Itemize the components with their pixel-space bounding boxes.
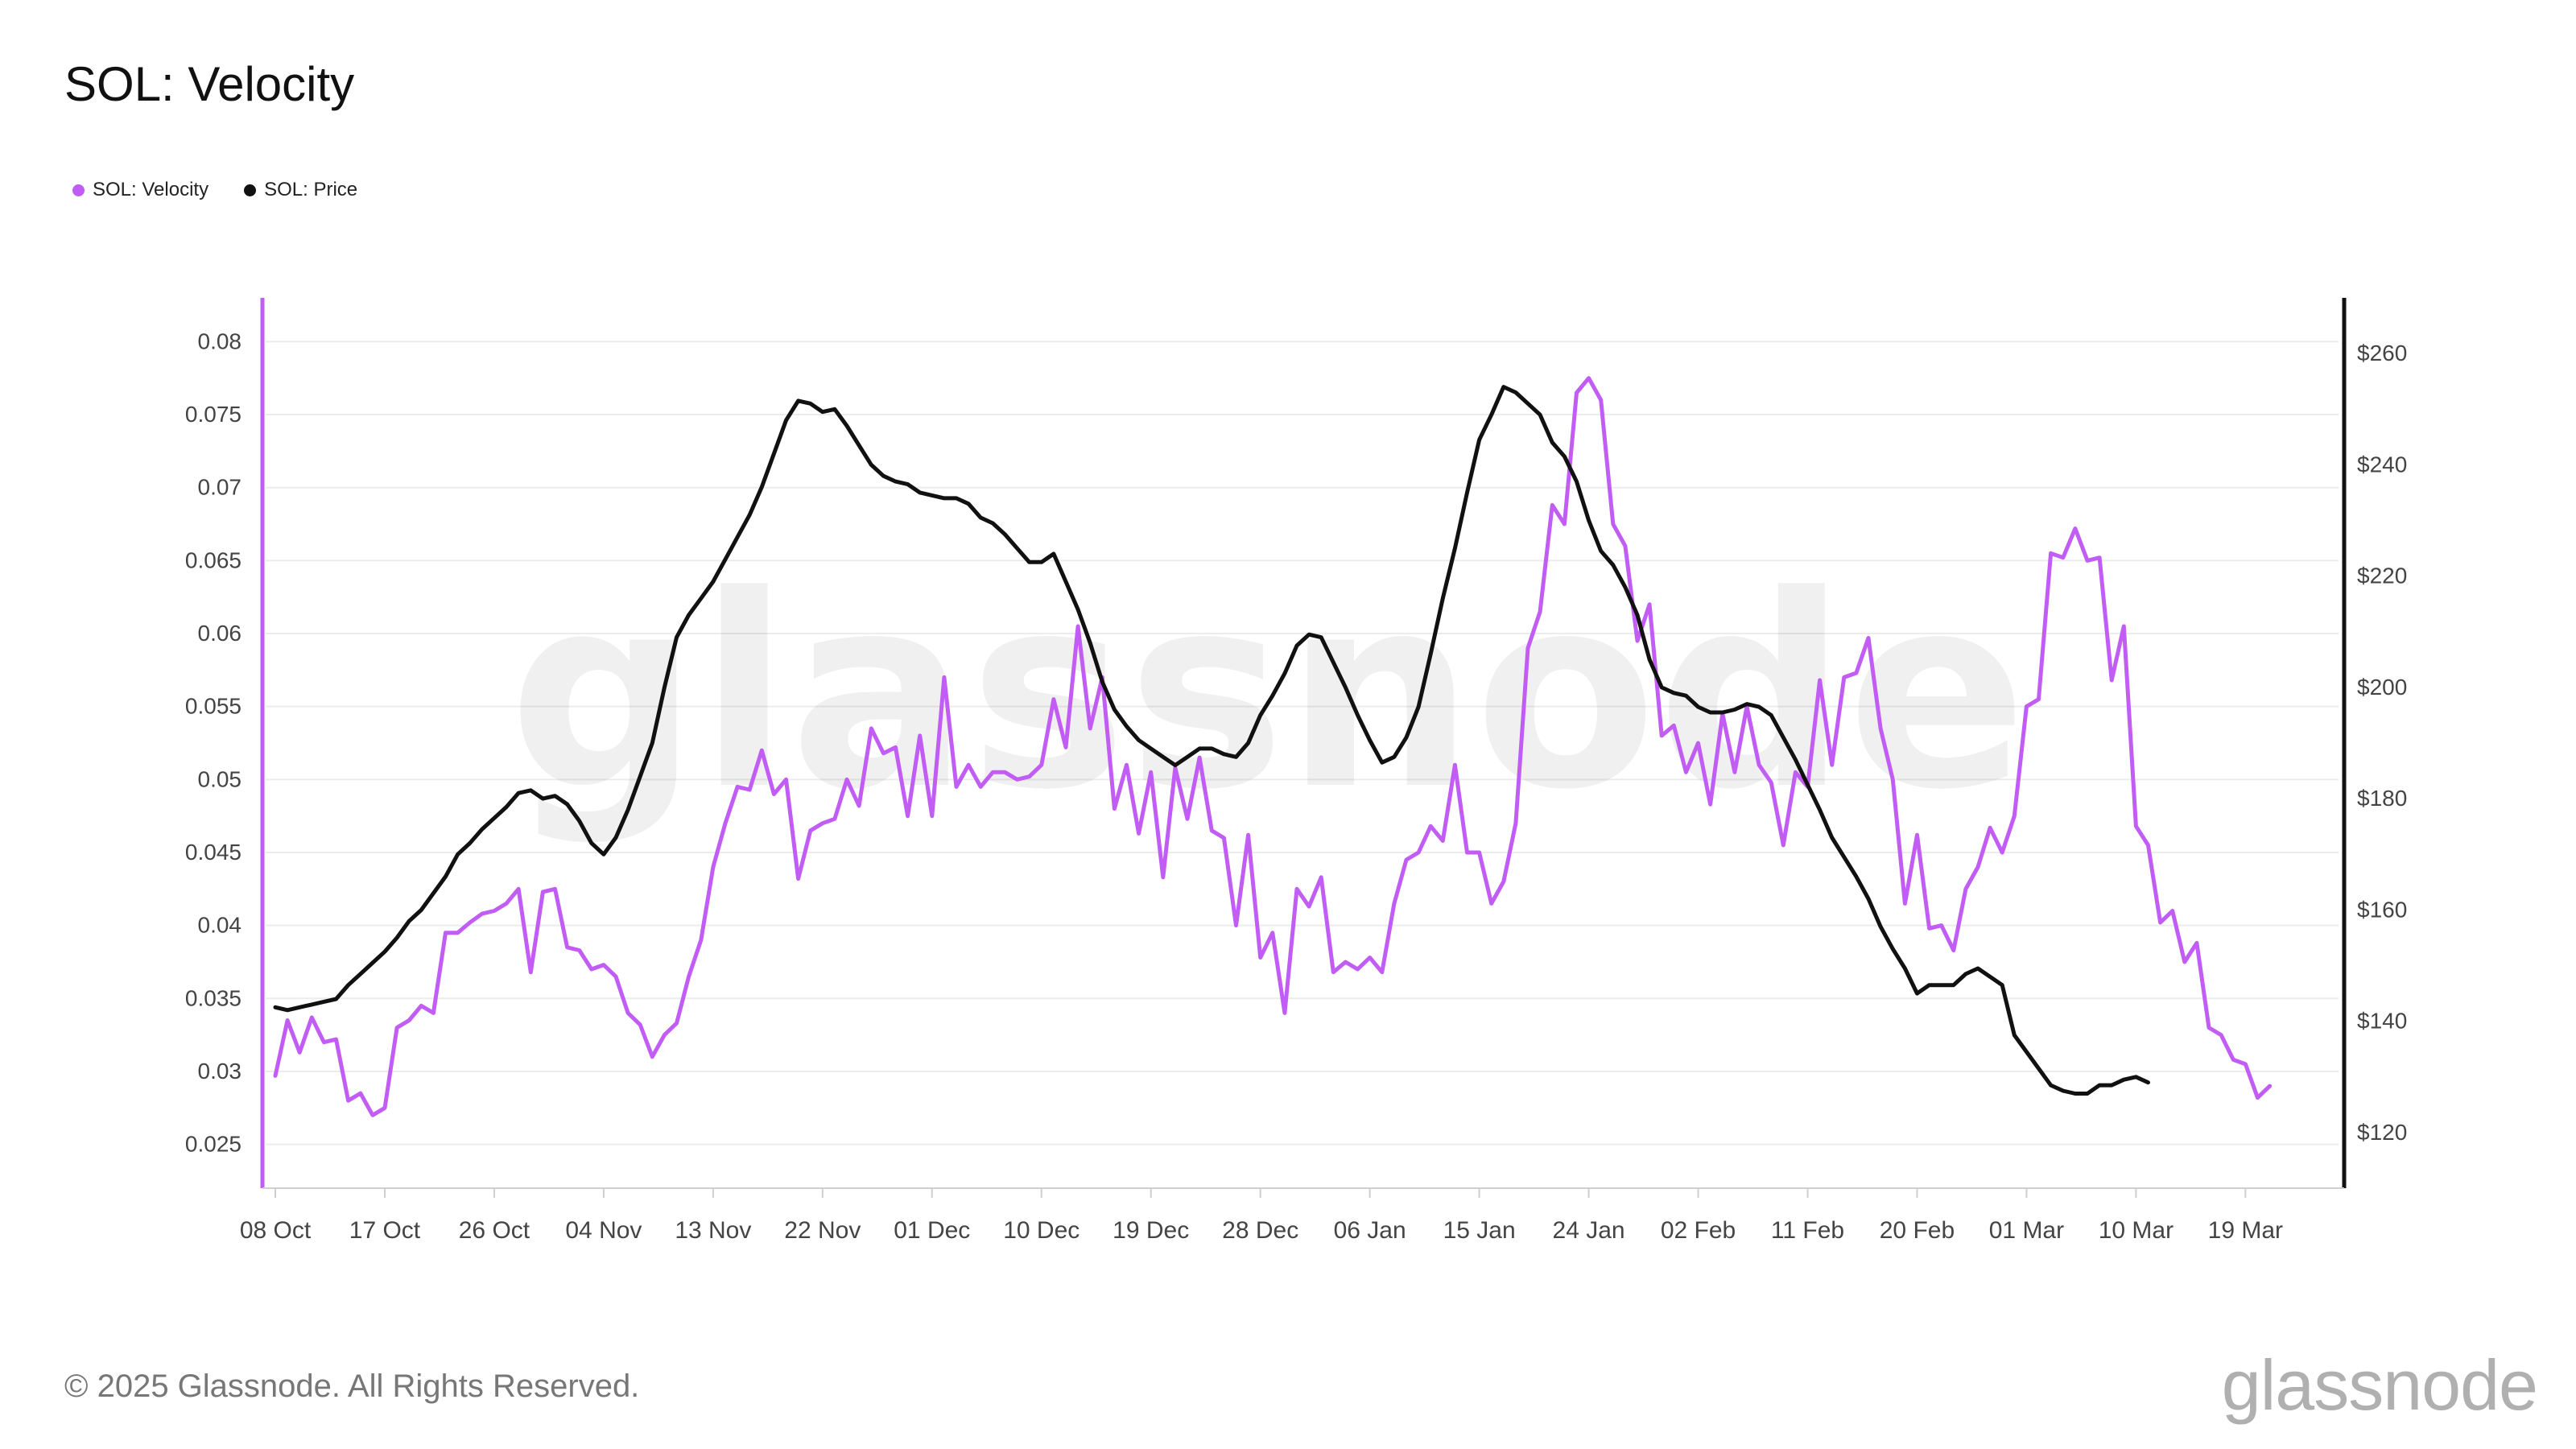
x-tick-label: 17 Oct (349, 1217, 421, 1244)
x-tick-label: 10 Dec (1003, 1217, 1080, 1244)
x-tick-label: 19 Dec (1113, 1217, 1189, 1244)
x-tick-label: 22 Nov (784, 1217, 861, 1244)
left-tick-label: 0.075 (185, 402, 242, 427)
x-tick-label: 20 Feb (1880, 1217, 1955, 1244)
right-tick-label: $260 (2357, 341, 2407, 365)
left-tick-label: 0.05 (198, 766, 242, 791)
right-tick-label: $200 (2357, 675, 2407, 700)
x-tick-label: 15 Jan (1443, 1217, 1516, 1244)
x-tick-label: 04 Nov (565, 1217, 642, 1244)
watermark: glassnode (509, 539, 2028, 848)
right-tick-label: $120 (2357, 1120, 2407, 1145)
x-tick-label: 06 Jan (1334, 1217, 1406, 1244)
x-tick-label: 26 Oct (459, 1217, 530, 1244)
x-axis-ticks: 08 Oct 17 Oct 26 Oct 04 Nov 13 Nov 22 Nov 01 D… (240, 1188, 2283, 1244)
x-tick-label: 11 Feb (1771, 1217, 1844, 1244)
x-tick-label: 10 Mar (2099, 1217, 2174, 1244)
x-tick-label: 01 Dec (894, 1217, 970, 1244)
left-axis-ticks: 0.025 0.03 0.035 0.04 0.045 0.05 0.055 0.06 0.06… (185, 328, 242, 1156)
left-tick-label: 0.045 (185, 840, 242, 865)
left-tick-label: 0.035 (185, 985, 242, 1010)
x-tick-label: 13 Nov (675, 1217, 751, 1244)
legend-label-price: SOL: Price (264, 179, 358, 200)
glassnode-logo[interactable]: glassnode (2221, 1345, 2538, 1425)
x-tick-label: 24 Jan (1553, 1217, 1625, 1244)
legend: SOL: Velocity SOL: Price (72, 179, 393, 201)
legend-item-velocity[interactable]: SOL: Velocity (72, 179, 208, 201)
series-line-velocity (273, 376, 2273, 1117)
x-tick-label: 28 Dec (1222, 1217, 1298, 1244)
grid-lines (266, 341, 2339, 1146)
left-tick-label: 0.07 (198, 475, 242, 500)
left-tick-label: 0.065 (185, 547, 242, 572)
legend-item-price[interactable]: SOL: Price (244, 179, 357, 201)
legend-dot-price (244, 184, 257, 196)
left-tick-label: 0.08 (198, 328, 242, 353)
right-tick-label: $180 (2357, 786, 2407, 811)
x-tick-label: 19 Mar (2208, 1217, 2283, 1244)
x-tick-label: 02 Feb (1661, 1217, 1736, 1244)
legend-dot-velocity (72, 184, 85, 196)
left-tick-label: 0.025 (185, 1132, 242, 1157)
left-tick-label: 0.06 (198, 621, 242, 646)
legend-label-velocity: SOL: Velocity (93, 179, 209, 200)
right-axis-ticks: $120 $140 $160 $180 $200 $220 $240 $260 (2357, 341, 2407, 1145)
series-line-price (273, 385, 2150, 1096)
right-tick-label: $160 (2357, 897, 2407, 922)
chart-title: SOL: Velocity (64, 57, 355, 111)
right-tick-label: $240 (2357, 452, 2407, 477)
right-tick-label: $140 (2357, 1009, 2407, 1034)
left-tick-label: 0.055 (185, 694, 242, 719)
left-tick-label: 0.03 (198, 1059, 242, 1084)
x-tick-label: 01 Mar (1989, 1217, 2064, 1244)
right-tick-label: $220 (2357, 564, 2407, 588)
copyright-text: © 2025 Glassnode. All Rights Reserved. (64, 1368, 640, 1404)
x-tick-label: 08 Oct (240, 1217, 312, 1244)
left-tick-label: 0.04 (198, 913, 242, 938)
